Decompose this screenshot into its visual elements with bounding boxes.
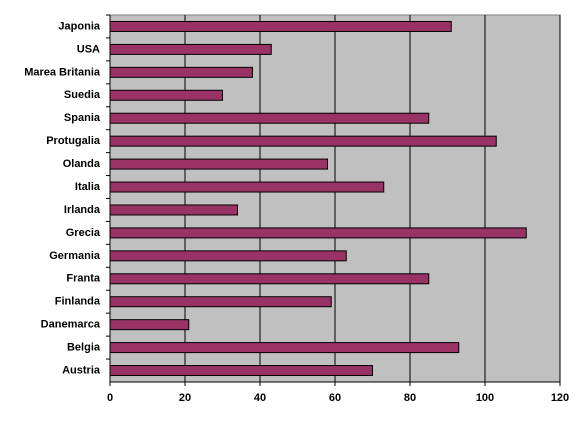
y-tick-label: Grecia <box>66 227 101 239</box>
y-tick-label: Spania <box>64 112 101 124</box>
y-tick-label: Belgia <box>67 342 101 354</box>
bar <box>109 43 272 55</box>
y-tick-label: Irlanda <box>64 204 101 216</box>
y-tick-label: Japonia <box>58 20 100 32</box>
bar <box>109 89 223 101</box>
bar <box>109 66 253 78</box>
bar <box>109 135 497 147</box>
x-tick-label: 0 <box>107 392 113 404</box>
bar <box>109 181 385 193</box>
y-tick-label: Germania <box>49 250 101 262</box>
bar <box>109 273 430 285</box>
y-tick-label: Protugalia <box>46 135 101 147</box>
x-tick-label: 60 <box>329 392 341 404</box>
bar <box>109 319 190 331</box>
y-tick-label: Italia <box>75 181 101 193</box>
y-tick-label: Marea Britania <box>24 66 101 78</box>
y-tick-label: Olanda <box>63 158 101 170</box>
bar <box>109 112 430 124</box>
x-tick-label: 80 <box>404 392 416 404</box>
bar <box>109 342 460 354</box>
y-tick-label: Franta <box>66 273 101 285</box>
y-tick-label: Finlanda <box>55 296 101 308</box>
bar <box>109 296 332 308</box>
x-tick-label: 100 <box>476 392 494 404</box>
y-tick-label: Austria <box>62 364 101 376</box>
bar <box>109 365 373 377</box>
bar <box>109 158 328 170</box>
y-tick-label: Danemarca <box>41 319 101 331</box>
bar <box>109 20 452 32</box>
bar <box>109 204 238 216</box>
x-tick-label: 20 <box>179 392 191 404</box>
y-tick-label: Suedia <box>64 89 101 101</box>
x-tick-label: 120 <box>551 392 569 404</box>
bar <box>109 227 527 239</box>
bar <box>109 250 347 262</box>
x-tick-label: 40 <box>254 392 266 404</box>
y-tick-label: USA <box>77 43 100 55</box>
